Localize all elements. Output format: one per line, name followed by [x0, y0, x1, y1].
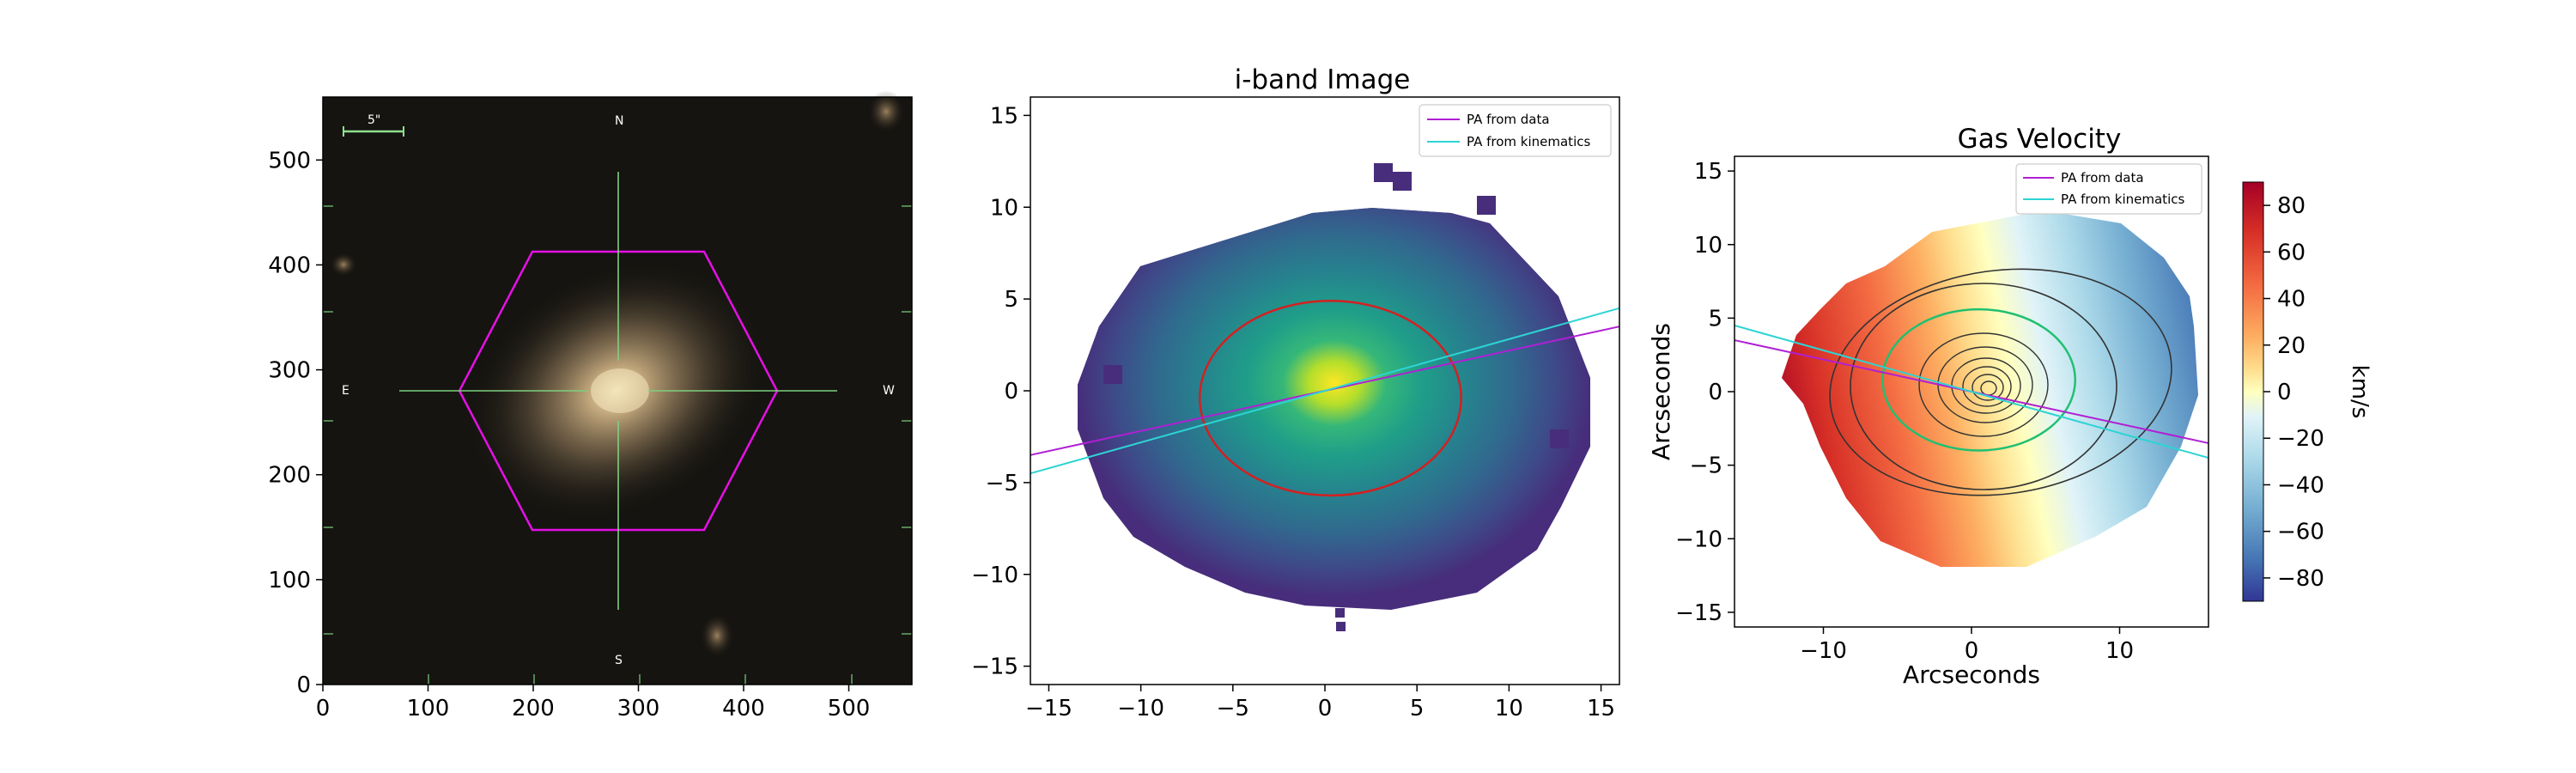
north-label: N — [615, 114, 623, 128]
x-axis: 0 100 200 300 400 500 — [316, 685, 871, 721]
y-tick-label: 15 — [990, 103, 1018, 129]
x-tick-label: 0 — [1318, 696, 1333, 721]
colorbar-label: km/s — [2347, 365, 2372, 419]
legend-label: PA from kinematics — [2061, 192, 2184, 207]
x-axis-label: Arcseconds — [1903, 660, 2040, 689]
pa-line — [1030, 307, 1620, 475]
colorbar-tick-label: 60 — [2277, 240, 2306, 265]
legend-label: PA from data — [2061, 170, 2144, 186]
background-source — [330, 253, 357, 277]
y-tick-label: 5 — [1708, 306, 1722, 332]
east-label: E — [342, 384, 349, 398]
x-tick-label: −10 — [1800, 638, 1847, 664]
x-tick-label: 300 — [617, 696, 660, 721]
y-tick-label: −15 — [1675, 600, 1722, 626]
colorbar-tick-label: 0 — [2277, 380, 2292, 405]
inner-ticks — [323, 205, 912, 685]
background-source — [700, 613, 734, 658]
fit-ellipse — [1198, 300, 1462, 497]
y-axis: −15 −10 −5 0 5 10 15 — [971, 103, 1030, 680]
colorbar — [2242, 181, 2264, 602]
y-tick-label: 100 — [268, 568, 311, 593]
legend-label: PA from kinematics — [1467, 134, 1590, 149]
galaxy-bulge — [591, 368, 649, 413]
x-tick-label: −5 — [1217, 696, 1249, 721]
x-axis: −15 −10 −5 0 5 10 15 — [1025, 685, 1615, 721]
legend: PA from data PA from kinematics — [1419, 104, 1612, 157]
iband-panel: i-band Image PA from data PA from kinema… — [971, 64, 1620, 721]
x-tick-label: 5 — [1410, 696, 1425, 721]
sky-image-panel: 5" N S E W 0 100 200 300 400 500 0 100 200 300 40… — [268, 90, 913, 721]
y-tick-label: 0 — [1004, 379, 1018, 405]
scale-bar: 5" — [343, 113, 404, 137]
y-tick-label: −10 — [971, 563, 1018, 588]
y-tick-label: −5 — [986, 471, 1018, 496]
pa-lines — [1030, 307, 1620, 475]
velocity-title: Gas Velocity — [1958, 124, 2122, 155]
colorbar-tick-label: −60 — [2277, 520, 2324, 545]
scale-bar-label: 5" — [368, 113, 380, 127]
y-tick-label: 400 — [268, 253, 311, 278]
x-tick-label: 0 — [316, 696, 331, 721]
colorbar-ticks: 80 60 40 20 0 −20 −40 −60 −80 — [2263, 193, 2324, 592]
iband-map — [1078, 208, 1590, 610]
y-tick-label: 300 — [268, 358, 311, 384]
x-tick-label: 0 — [1965, 638, 1979, 664]
iband-light-profile — [1078, 208, 1590, 598]
colorbar-tick-label: 20 — [2277, 333, 2306, 359]
y-axis-label: Arcseconds — [1647, 323, 1675, 460]
y-tick-label: 5 — [1004, 287, 1018, 313]
y-tick-label: −10 — [1675, 526, 1722, 552]
iband-edge-pixels — [1103, 163, 1569, 631]
y-axis: 0 100 200 300 400 500 — [268, 148, 323, 698]
x-tick-label: 10 — [2105, 638, 2134, 664]
x-tick-label: 15 — [1587, 696, 1615, 721]
west-label: W — [883, 384, 895, 398]
x-tick-label: 100 — [407, 696, 450, 721]
y-tick-label: 15 — [1694, 159, 1722, 185]
x-tick-label: 400 — [722, 696, 765, 721]
y-tick-label: 500 — [268, 148, 311, 173]
y-tick-label: 0 — [296, 673, 311, 698]
y-tick-label: −15 — [971, 654, 1018, 680]
y-tick-label: 10 — [1694, 233, 1722, 259]
gas-velocity-panel: Gas Velocity PA from data PA from kinema… — [1647, 124, 2372, 689]
legend-box — [2015, 163, 2202, 215]
axes-frame — [322, 96, 913, 685]
colorbar-tick-label: −80 — [2277, 566, 2324, 592]
y-tick-label: 200 — [268, 463, 311, 489]
colorbar-tick-label: 80 — [2277, 193, 2306, 219]
green-contour — [1881, 307, 2076, 452]
colorbar-tick-label: 40 — [2277, 287, 2306, 313]
x-tick-label: −10 — [1117, 696, 1164, 721]
x-tick-label: −15 — [1025, 696, 1072, 721]
colorbar-tick-label: −20 — [2277, 426, 2324, 452]
y-tick-label: 10 — [990, 195, 1018, 221]
x-axis: −10 0 10 — [1800, 627, 2134, 664]
legend: PA from data PA from kinematics — [2015, 163, 2202, 215]
pa-line — [1734, 324, 2209, 460]
x-tick-label: 200 — [512, 696, 555, 721]
colorbar-tick-label: −40 — [2277, 472, 2324, 498]
x-tick-label: 500 — [828, 696, 871, 721]
crosshair — [399, 172, 837, 610]
y-axis: −15 −10 −5 0 5 10 15 — [1675, 159, 1735, 626]
south-label: S — [615, 654, 623, 667]
y-tick-label: 0 — [1708, 380, 1722, 405]
background-source — [867, 90, 905, 133]
iband-title: i-band Image — [1235, 64, 1411, 95]
legend-box — [1419, 104, 1612, 157]
pa-lines — [1734, 324, 2209, 460]
legend-label: PA from data — [1467, 112, 1550, 127]
y-tick-label: −5 — [1690, 453, 1722, 479]
x-tick-label: 10 — [1495, 696, 1523, 721]
